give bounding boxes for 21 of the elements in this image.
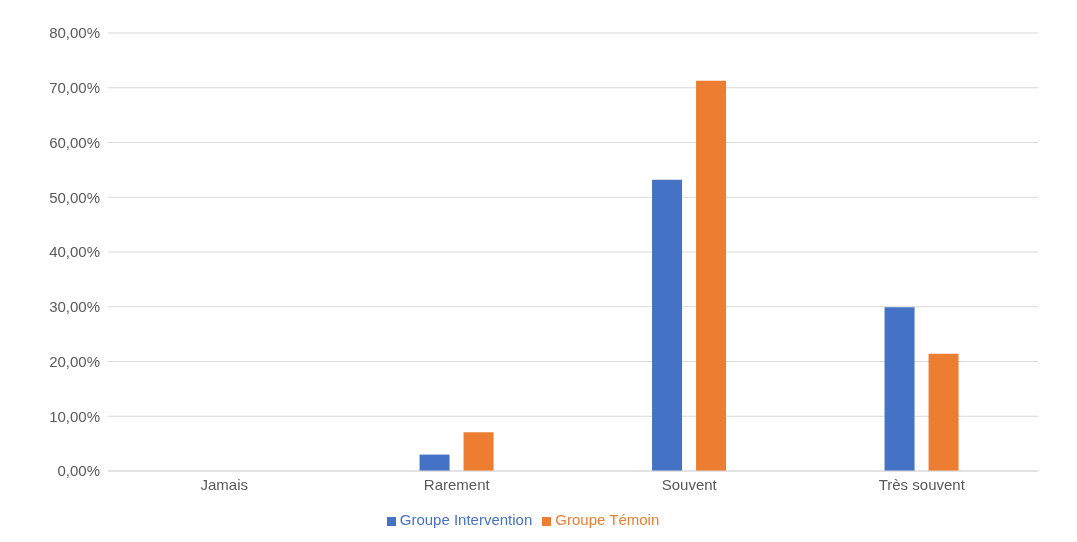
- x-tick-label: Souvent: [661, 475, 718, 493]
- bar: [928, 353, 959, 471]
- y-tick-label: 30,00%: [49, 298, 100, 316]
- y-tick-label: 70,00%: [49, 79, 100, 97]
- y-tick-label: 60,00%: [49, 133, 100, 151]
- x-tick-label: Rarement: [423, 475, 491, 493]
- y-tick-label: 10,00%: [49, 407, 100, 425]
- legend-label: Groupe Intervention: [399, 511, 533, 528]
- bar: [652, 179, 683, 471]
- y-tick-label: 40,00%: [49, 243, 100, 261]
- x-tick-label: Jamais: [200, 475, 249, 493]
- x-tick-label: Très souvent: [878, 475, 966, 493]
- bar: [463, 432, 494, 471]
- y-tick-label: 80,00%: [49, 24, 100, 42]
- y-tick-label: 50,00%: [49, 188, 100, 206]
- bar: [884, 307, 915, 471]
- bar: [419, 454, 450, 471]
- legend-label: Groupe Témoin: [555, 511, 660, 528]
- y-tick-label: 20,00%: [49, 352, 100, 370]
- y-tick-label: 0,00%: [57, 462, 100, 480]
- bar: [696, 80, 727, 471]
